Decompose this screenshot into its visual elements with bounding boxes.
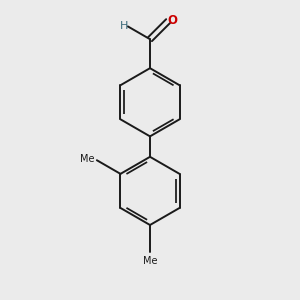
Text: Me: Me <box>143 256 157 266</box>
Text: H: H <box>120 21 129 31</box>
Text: Me: Me <box>80 154 94 164</box>
Text: O: O <box>167 14 177 27</box>
